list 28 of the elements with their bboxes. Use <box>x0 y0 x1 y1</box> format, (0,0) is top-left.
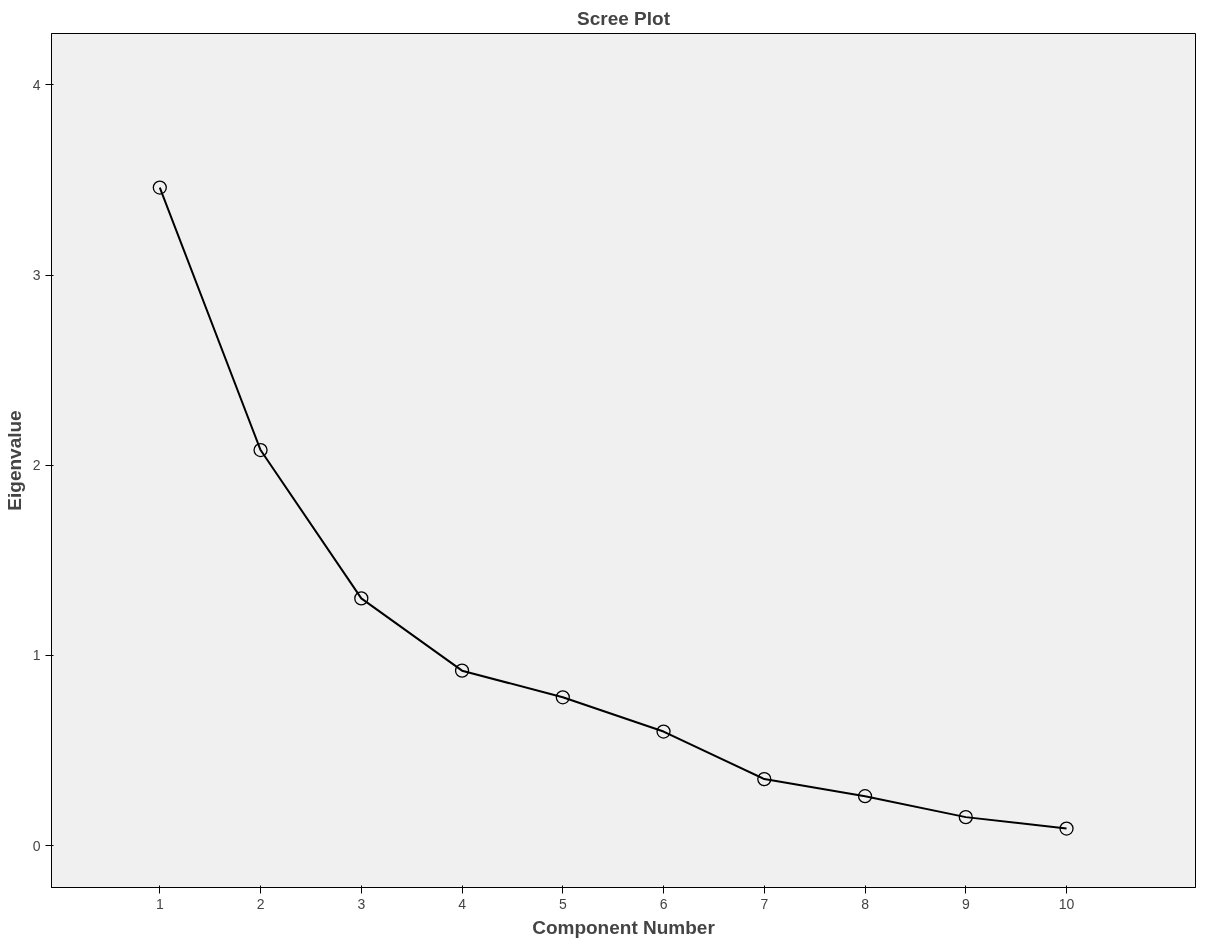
point <box>958 809 973 825</box>
point <box>656 724 671 739</box>
point <box>1059 821 1074 836</box>
x-tick-label: 9 <box>961 895 970 912</box>
y-tick-label: 3 <box>32 267 41 284</box>
x-tick-label: 2 <box>256 895 265 912</box>
x-tick-label: 10 <box>1058 895 1075 912</box>
x-tick-label: 8 <box>861 895 870 912</box>
x-tick-label: 3 <box>357 895 366 912</box>
x-tick-label: 1 <box>155 895 164 912</box>
y-tick-label: 4 <box>32 76 41 93</box>
x-tick-label: 6 <box>659 895 668 912</box>
x-tick-label: 7 <box>760 895 769 912</box>
y-tick-label: 1 <box>32 647 41 664</box>
point <box>454 663 470 678</box>
x-tick-label: 4 <box>458 895 467 912</box>
x-tick-label: 5 <box>558 895 567 912</box>
point <box>555 690 570 705</box>
chart-title: Scree Plot <box>577 7 671 29</box>
y-tick-label: 0 <box>32 837 41 854</box>
point <box>354 591 369 606</box>
point <box>757 771 772 787</box>
point <box>152 180 167 195</box>
y-axis-title: Eigenvalue <box>3 410 25 511</box>
x-axis-title: Component Number <box>532 916 716 938</box>
y-tick-label: 2 <box>32 457 41 474</box>
point <box>857 789 873 804</box>
point <box>253 442 268 458</box>
